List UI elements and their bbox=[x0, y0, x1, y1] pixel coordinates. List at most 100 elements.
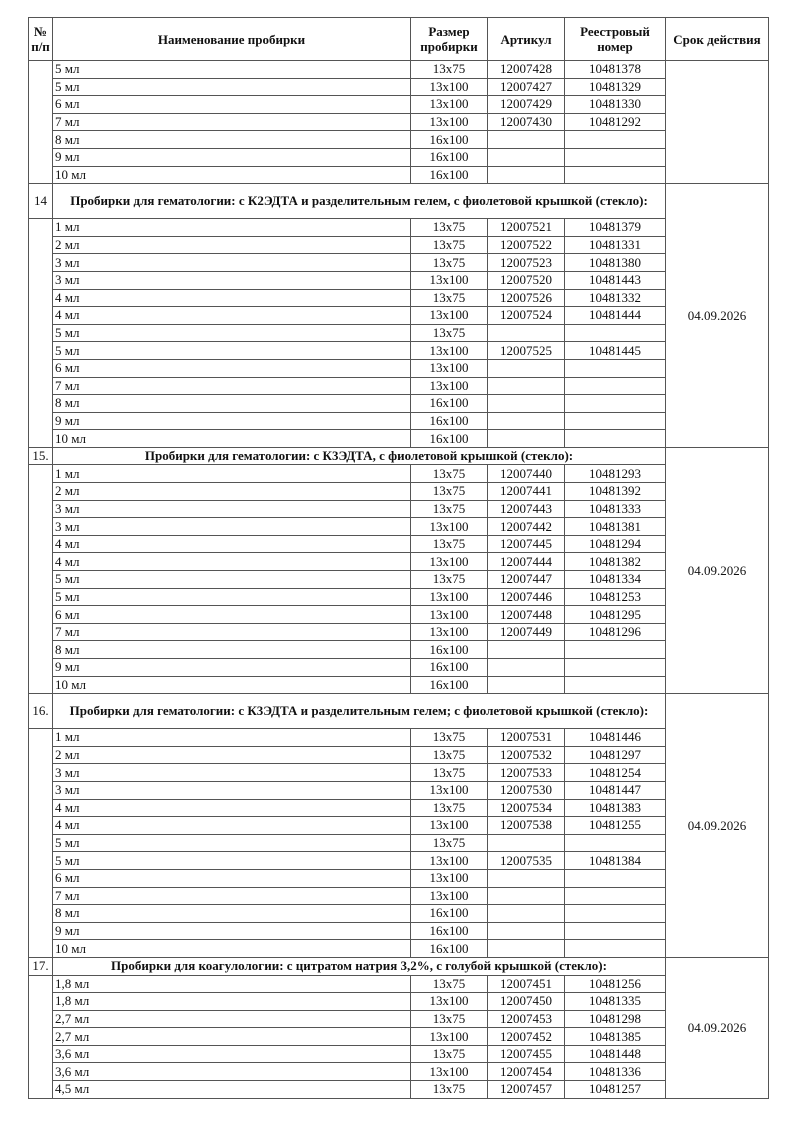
section-title: Пробирки для гематологии: с К3ЭДТА и раз… bbox=[52, 693, 666, 730]
tube-size: 16x100 bbox=[410, 921, 488, 941]
tube-volume: 6 мл bbox=[52, 95, 411, 114]
tube-registry-number: 10481384 bbox=[564, 851, 666, 870]
table-row: 6 мл 13x100 bbox=[29, 868, 769, 888]
table-row: 4 мл 13x100 12007524 10481444 bbox=[29, 306, 769, 325]
table-row: 1,8 мл 13x100 12007450 10481335 bbox=[29, 992, 769, 1011]
table-row: 4 мл 13x100 12007538 10481255 bbox=[29, 816, 769, 835]
tube-registry-number bbox=[564, 833, 666, 853]
tube-registry-number: 10481334 bbox=[564, 570, 666, 589]
tube-size: 13x75 bbox=[410, 745, 488, 765]
tube-article: 12007449 bbox=[487, 622, 565, 642]
tube-volume: 5 мл bbox=[52, 833, 411, 853]
table-row: 5 мл 13x75 bbox=[29, 833, 769, 853]
tube-registry-number: 10481329 bbox=[564, 77, 666, 97]
tube-registry-number: 10481385 bbox=[564, 1027, 666, 1046]
tube-article: 12007520 bbox=[487, 270, 565, 290]
tube-size: 13x100 bbox=[410, 552, 488, 572]
tube-size: 13x75 bbox=[410, 833, 488, 853]
table-row: 10 мл 16x100 bbox=[29, 675, 769, 695]
tube-volume: 8 мл bbox=[52, 130, 411, 149]
table-row: 4 мл 13x75 12007526 10481332 bbox=[29, 288, 769, 308]
table-row: 10 мл 16x100 bbox=[29, 429, 769, 448]
tube-volume: 7 мл bbox=[52, 112, 411, 132]
tube-article bbox=[487, 394, 565, 413]
table-row: 3 мл 13x100 12007442 10481381 bbox=[29, 517, 769, 536]
section-header-row: 16. Пробирки для гематологии: с К3ЭДТА и … bbox=[28, 693, 769, 958]
tube-article: 12007427 bbox=[487, 77, 565, 97]
tube-size: 13x100 bbox=[410, 992, 488, 1011]
tube-registry-number bbox=[564, 165, 666, 185]
number-cell-empty bbox=[28, 59, 53, 185]
tube-registry-number: 10481333 bbox=[564, 499, 666, 519]
tube-volume: 5 мл bbox=[52, 341, 411, 360]
tube-registry-number: 10481332 bbox=[564, 288, 666, 308]
tube-article bbox=[487, 886, 565, 906]
tube-size: 16x100 bbox=[410, 675, 488, 695]
header-name: Наименование пробирки bbox=[52, 17, 411, 61]
table-row: 5 мл 13x100 12007427 10481329 bbox=[29, 77, 769, 97]
tube-article bbox=[487, 833, 565, 853]
tube-registry-number bbox=[564, 939, 666, 958]
tube-volume: 7 мл bbox=[52, 376, 411, 396]
tube-registry-number: 10481392 bbox=[564, 482, 666, 501]
tube-size: 16x100 bbox=[410, 939, 488, 958]
table-row: 5 мл 13x75 12007428 10481378 bbox=[28, 59, 769, 185]
tube-size: 13x100 bbox=[410, 112, 488, 132]
tube-article: 12007443 bbox=[487, 499, 565, 519]
tube-article: 12007523 bbox=[487, 253, 565, 272]
tube-size: 13x100 bbox=[410, 851, 488, 870]
tube-volume: 3 мл bbox=[52, 780, 411, 800]
section-number: 14 bbox=[28, 183, 53, 220]
section-validity-date: 04.09.2026 bbox=[665, 956, 769, 1099]
tube-registry-number: 10481379 bbox=[564, 218, 666, 237]
tube-volume: 4 мл bbox=[52, 816, 411, 835]
table-row: 4 мл 13x100 12007444 10481382 bbox=[29, 552, 769, 572]
table-row: 9 мл 16x100 bbox=[29, 921, 769, 941]
tube-article: 12007445 bbox=[487, 534, 565, 554]
table-row: 1 мл 13x75 12007440 10481293 bbox=[28, 464, 769, 695]
tube-article bbox=[487, 921, 565, 941]
tube-volume: 4,5 мл bbox=[52, 1080, 411, 1099]
tube-size: 16x100 bbox=[410, 429, 488, 448]
section-header-row: 14 Пробирки для гематологии: с К2ЭДТА и р… bbox=[28, 183, 769, 448]
tube-size: 13x100 bbox=[410, 1027, 488, 1046]
header-validity: Срок действия bbox=[665, 17, 769, 61]
tube-article: 12007448 bbox=[487, 605, 565, 624]
tube-size: 13x100 bbox=[410, 622, 488, 642]
tube-size: 13x75 bbox=[410, 218, 488, 237]
tube-registry-number bbox=[564, 130, 666, 149]
section-number: 16. bbox=[28, 693, 53, 730]
table-row: 3 мл 13x75 12007443 10481333 bbox=[29, 499, 769, 519]
section-title: Пробирки для гематологии: с К2ЭДТА и раз… bbox=[52, 183, 666, 220]
tube-size: 13x100 bbox=[410, 306, 488, 325]
tube-volume: 3 мл bbox=[52, 499, 411, 519]
tube-volume: 2 мл bbox=[52, 235, 411, 255]
tube-size: 13x100 bbox=[410, 868, 488, 888]
tube-size: 13x100 bbox=[410, 1062, 488, 1082]
tube-size: 13x75 bbox=[410, 1044, 488, 1064]
tube-volume: 3,6 мл bbox=[52, 1062, 411, 1082]
tube-volume: 5 мл bbox=[52, 77, 411, 97]
tube-article: 12007538 bbox=[487, 816, 565, 835]
tube-article bbox=[487, 130, 565, 149]
table-body: 5 мл 13x75 12007428 10481378 5 мл 13x100 12007… bbox=[28, 59, 769, 1099]
section-title: Пробирки для гематологии: с К3ЭДТА, с фи… bbox=[52, 446, 666, 466]
tube-size: 16x100 bbox=[410, 147, 488, 167]
tube-volume: 2 мл bbox=[52, 482, 411, 501]
table-row: 6 мл 13x100 12007429 10481330 bbox=[29, 95, 769, 114]
table-row: 10 мл 16x100 bbox=[29, 939, 769, 958]
tube-size: 13x100 bbox=[410, 816, 488, 835]
tube-article bbox=[487, 411, 565, 431]
table-row: 8 мл 16x100 bbox=[29, 130, 769, 149]
tube-size: 16x100 bbox=[410, 640, 488, 659]
tube-registry-number bbox=[564, 376, 666, 396]
tube-registry-number bbox=[564, 323, 666, 343]
tube-registry-number bbox=[564, 658, 666, 677]
number-cell-empty bbox=[28, 464, 53, 695]
tube-registry-number bbox=[564, 411, 666, 431]
tube-registry-number bbox=[564, 675, 666, 695]
tube-registry-number: 10481294 bbox=[564, 534, 666, 554]
tube-registry-number: 10481381 bbox=[564, 517, 666, 536]
header-num: № п/п bbox=[28, 17, 53, 61]
table-row: 10 мл 16x100 bbox=[29, 165, 769, 185]
